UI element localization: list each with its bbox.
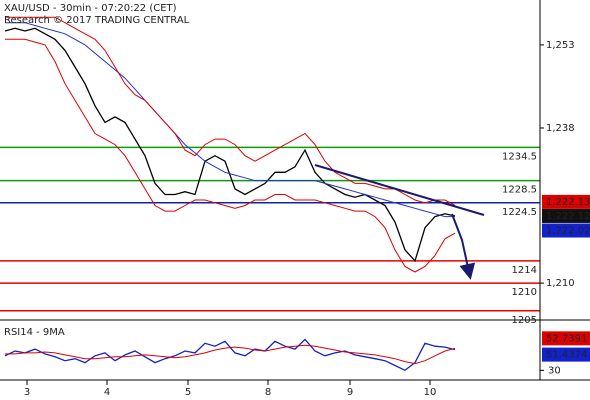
price-tag (542, 194, 590, 209)
forecast-arrow (451, 213, 476, 280)
x-tick-label: 3 (24, 387, 30, 398)
level-label: 1214 (512, 265, 537, 276)
y-tick-label: 1,253 (546, 40, 575, 51)
x-tick-label: 4 (104, 387, 110, 398)
last-value-label: 51.4374 (546, 350, 587, 361)
price-tag (542, 208, 590, 223)
y-tick-label: 1,210 (546, 278, 575, 289)
last-value-tag (542, 331, 590, 346)
series-line (5, 38, 456, 273)
last-value-tag (542, 347, 590, 362)
panel-title: RSI14 - 9MA (4, 327, 65, 338)
series-line (5, 344, 456, 365)
y-tick-label: 30 (548, 365, 561, 376)
series-line (4, 27, 456, 263)
x-tick-label: 5 (185, 387, 191, 398)
last-value-label: 52.7391 (546, 333, 587, 344)
x-tick-label: 10 (424, 387, 437, 398)
level-label: 1234.5 (502, 151, 537, 162)
price-tag (542, 223, 590, 238)
price-tag-label: 1,222.13 (546, 197, 590, 208)
trend-line (314, 164, 485, 216)
x-tick-label: 9 (347, 387, 353, 398)
series-line (5, 22, 455, 218)
price-tag-label: 1,222.02 (546, 226, 590, 237)
level-label: 1228.5 (502, 185, 537, 196)
chart-title: XAU/USD - 30min - 07:20:22 (CET) (4, 3, 177, 14)
level-label: 1205 (512, 315, 537, 326)
level-label: 1224.5 (502, 207, 537, 218)
series-line (5, 16, 456, 206)
level-label: 1210 (512, 287, 537, 298)
chart-subtitle: Research © 2017 TRADING CENTRAL (4, 15, 190, 26)
price-tag-label: 1,222.12 (546, 211, 590, 222)
x-tick-label: 8 (265, 387, 271, 398)
y-tick-label: 1,238 (546, 123, 575, 134)
